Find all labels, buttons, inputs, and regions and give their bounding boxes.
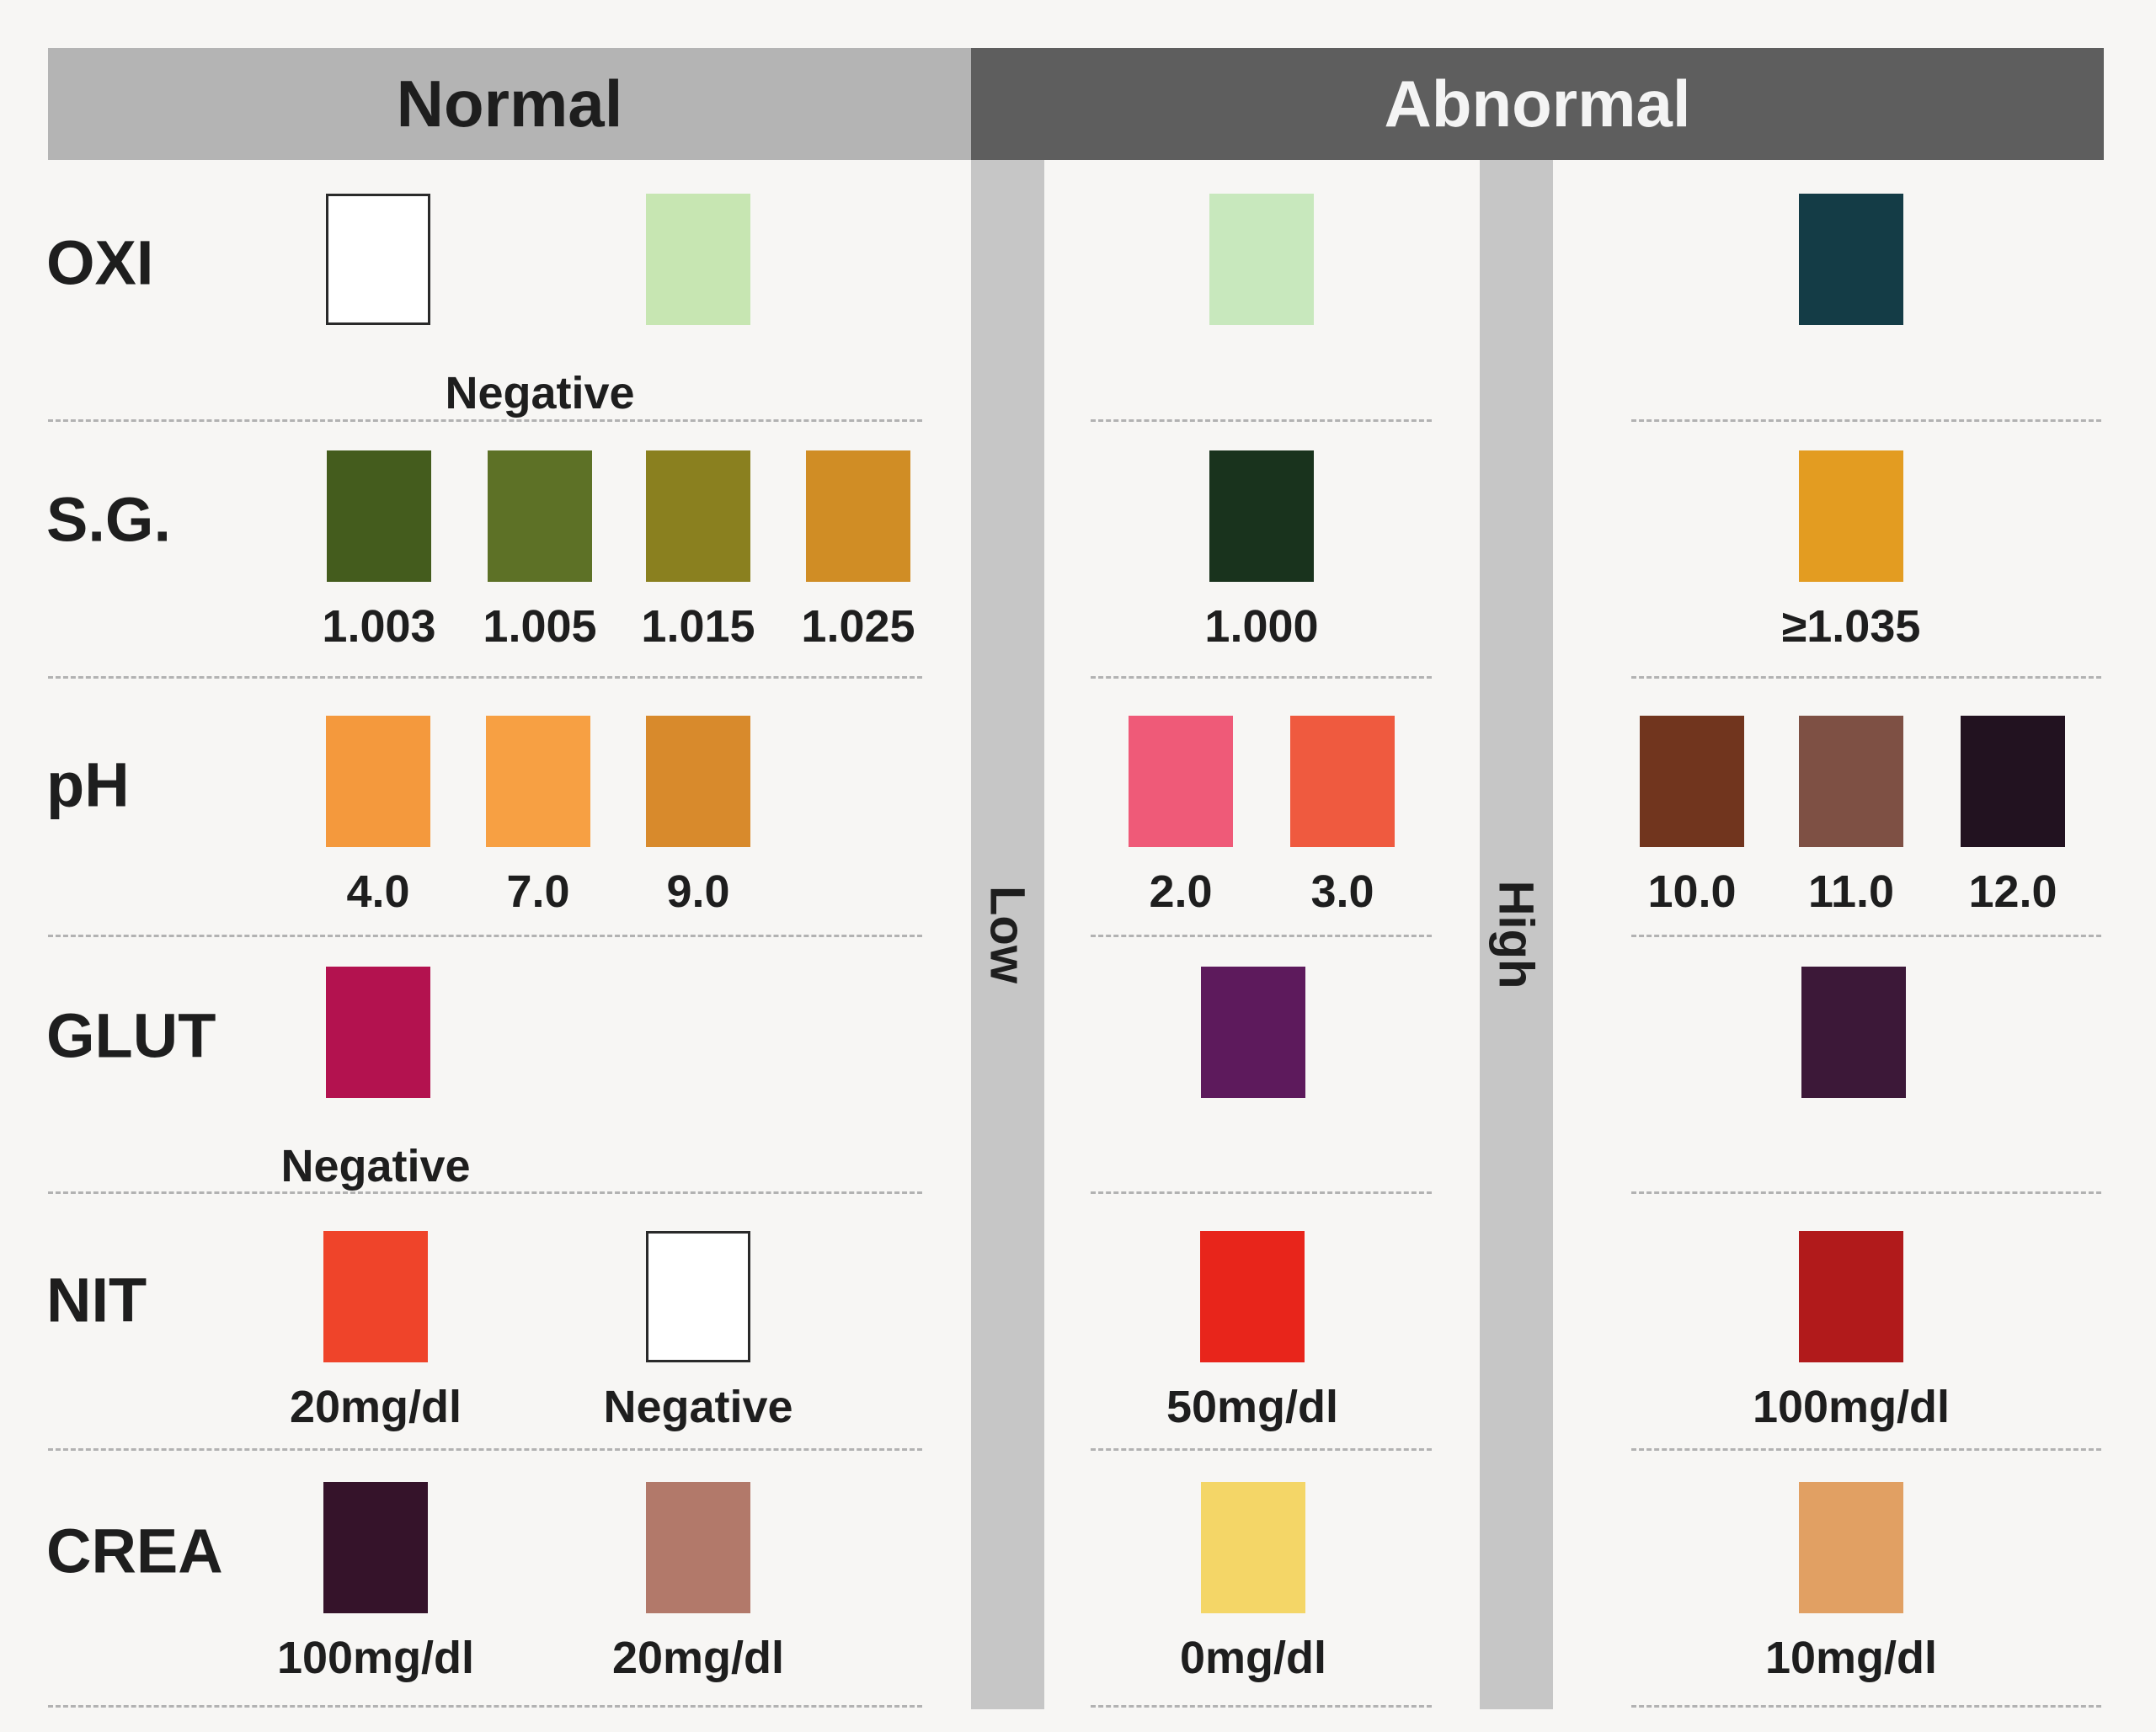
swatch-caption: 20mg/dl bbox=[611, 1633, 785, 1683]
swatch-caption: 7.0 bbox=[506, 866, 570, 917]
color-swatch bbox=[488, 450, 592, 582]
row-separator bbox=[1631, 935, 2101, 937]
swatch-caption: 4.0 bbox=[346, 866, 410, 917]
row-separator bbox=[1091, 676, 1432, 679]
color-swatch bbox=[1290, 716, 1395, 847]
color-swatch bbox=[1201, 1482, 1305, 1613]
row-caption: Negative bbox=[280, 1141, 471, 1191]
swatch-caption: 3.0 bbox=[1310, 866, 1374, 917]
header-normal: Normal bbox=[48, 48, 971, 160]
color-swatch bbox=[646, 1231, 750, 1362]
color-swatch bbox=[646, 716, 750, 847]
color-swatch bbox=[1799, 1482, 1903, 1613]
row-separator bbox=[1091, 419, 1432, 422]
row-separator bbox=[48, 935, 922, 937]
color-swatch bbox=[806, 450, 910, 582]
swatch-caption: 12.0 bbox=[1968, 866, 2057, 917]
swatch-caption: 100mg/dl bbox=[276, 1633, 475, 1683]
color-swatch bbox=[1129, 716, 1233, 847]
swatch-caption: 50mg/dl bbox=[1166, 1382, 1339, 1432]
color-swatch bbox=[1200, 1231, 1305, 1362]
color-swatch bbox=[1640, 716, 1744, 847]
row-separator bbox=[1631, 1705, 2101, 1708]
color-swatch bbox=[646, 194, 750, 325]
row-separator bbox=[1091, 1705, 1432, 1708]
row-caption: Negative bbox=[445, 368, 635, 418]
swatch-caption: Negative bbox=[603, 1382, 793, 1432]
row-separator bbox=[1631, 419, 2101, 422]
swatch-caption: 11.0 bbox=[1807, 866, 1895, 917]
color-swatch bbox=[326, 967, 430, 1098]
row-separator bbox=[48, 1191, 922, 1194]
swatch-caption: 9.0 bbox=[666, 866, 730, 917]
swatch-caption: 1.015 bbox=[641, 601, 755, 652]
swatch-caption: 1.000 bbox=[1204, 601, 1319, 652]
color-swatch bbox=[1209, 450, 1314, 582]
row-label: CREA bbox=[46, 1516, 223, 1586]
swatch-caption: 2.0 bbox=[1149, 866, 1213, 917]
color-swatch bbox=[1799, 194, 1903, 325]
row-separator bbox=[1091, 1448, 1432, 1451]
swatch-caption: 1.003 bbox=[322, 601, 436, 652]
row-label: pH bbox=[46, 749, 130, 820]
high-zone-bar bbox=[1480, 160, 1553, 1709]
row-separator bbox=[1091, 935, 1432, 937]
row-separator bbox=[1631, 676, 2101, 679]
row-separator bbox=[48, 419, 922, 422]
row-separator bbox=[48, 676, 922, 679]
swatch-caption: 10mg/dl bbox=[1764, 1633, 1938, 1683]
color-swatch bbox=[1201, 967, 1305, 1098]
color-swatch bbox=[323, 1231, 428, 1362]
low-zone-bar bbox=[971, 160, 1044, 1709]
row-separator bbox=[48, 1705, 922, 1708]
color-swatch bbox=[1801, 967, 1906, 1098]
high-zone-label: High bbox=[1488, 880, 1544, 989]
row-label: NIT bbox=[46, 1265, 147, 1335]
color-swatch bbox=[1799, 1231, 1903, 1362]
swatch-caption: 20mg/dl bbox=[289, 1382, 462, 1432]
swatch-caption: 1.025 bbox=[801, 601, 915, 652]
row-label: GLUT bbox=[46, 1000, 216, 1071]
swatch-caption: 10.0 bbox=[1647, 866, 1737, 917]
low-zone-label: Low bbox=[979, 886, 1035, 983]
color-swatch bbox=[1799, 716, 1903, 847]
color-swatch bbox=[1799, 450, 1903, 582]
color-swatch bbox=[1961, 716, 2065, 847]
color-swatch bbox=[323, 1482, 428, 1613]
color-swatch bbox=[326, 716, 430, 847]
swatch-caption: 0mg/dl bbox=[1179, 1633, 1327, 1683]
row-separator bbox=[1631, 1191, 2101, 1194]
row-label: OXI bbox=[46, 227, 154, 298]
color-swatch bbox=[1209, 194, 1314, 325]
color-swatch bbox=[486, 716, 590, 847]
color-swatch bbox=[646, 1482, 750, 1613]
row-separator bbox=[1631, 1448, 2101, 1451]
row-separator bbox=[48, 1448, 922, 1451]
swatch-caption: ≥1.035 bbox=[1781, 601, 1921, 652]
header-abnormal: Abnormal bbox=[971, 48, 2104, 160]
color-swatch bbox=[646, 450, 750, 582]
row-label: S.G. bbox=[46, 484, 172, 555]
swatch-caption: 100mg/dl bbox=[1752, 1382, 1951, 1432]
color-swatch bbox=[327, 450, 431, 582]
color-swatch bbox=[326, 194, 430, 325]
row-separator bbox=[1091, 1191, 1432, 1194]
swatch-caption: 1.005 bbox=[483, 601, 597, 652]
